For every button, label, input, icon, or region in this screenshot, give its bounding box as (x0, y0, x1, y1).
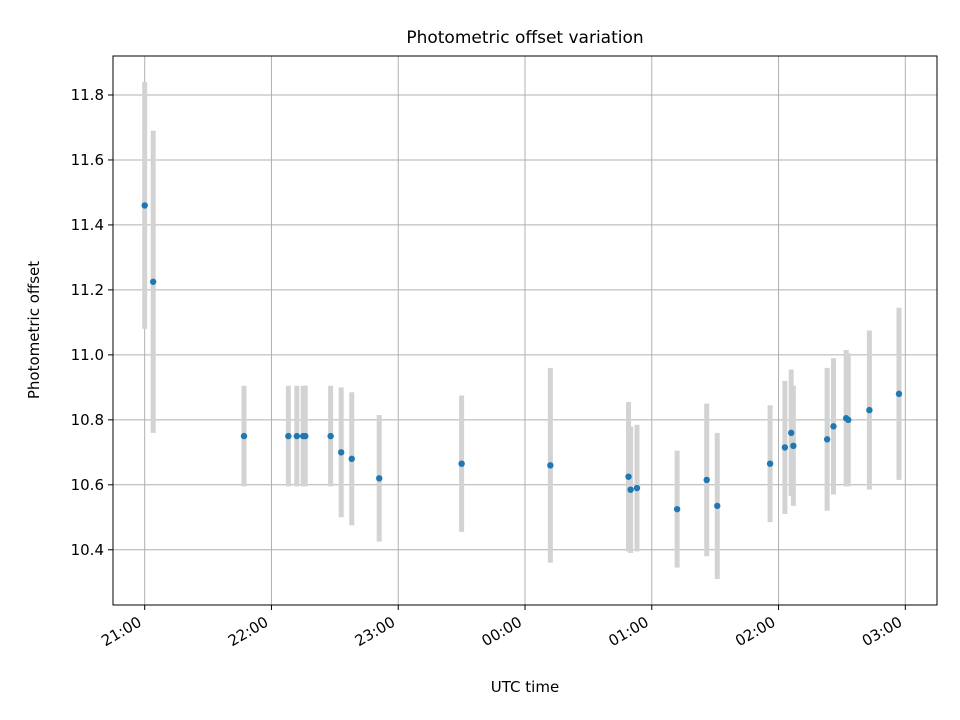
data-point (458, 460, 465, 467)
data-point (781, 444, 789, 451)
y-tick-label: 11.4 (71, 216, 104, 234)
data-point (293, 432, 301, 440)
y-tick-label: 10.4 (71, 541, 104, 559)
data-point (302, 432, 309, 440)
data-point (790, 442, 797, 450)
x-axis-label: UTC time (491, 678, 559, 696)
y-tick-label: 10.8 (71, 411, 104, 429)
chart-title: Photometric offset variation (406, 28, 643, 48)
data-point (673, 505, 681, 513)
grid (113, 56, 937, 605)
data-point (895, 390, 903, 398)
y-axis-label: Photometric offset (25, 261, 43, 399)
y-tick-label: 11.2 (71, 281, 104, 299)
data-point (285, 432, 292, 440)
data-point (376, 475, 383, 482)
y-axis-ticks: 10.4 10.6 10.8 11.0 11.2 11.4 11.6 11.8 (71, 86, 113, 559)
data-point (547, 462, 554, 469)
data-point (845, 416, 852, 424)
data-point (766, 460, 774, 467)
y-tick-label: 11.6 (71, 151, 104, 169)
data-point (625, 473, 632, 480)
data-point (627, 486, 634, 493)
data-point (788, 429, 795, 437)
data-point (149, 278, 157, 285)
data-point (714, 502, 721, 510)
data-point (633, 484, 641, 492)
y-tick-label: 11.0 (71, 346, 104, 364)
y-tick-label: 11.8 (71, 86, 104, 104)
data-point (823, 436, 831, 443)
data-points (141, 202, 903, 513)
data-point (703, 476, 710, 484)
data-point (240, 432, 248, 440)
data-point (327, 432, 334, 440)
data-point (348, 455, 355, 463)
data-point (141, 202, 148, 209)
data-point (866, 406, 873, 414)
data-point (830, 423, 837, 430)
y-tick-label: 10.6 (71, 476, 104, 494)
data-point (337, 449, 345, 456)
